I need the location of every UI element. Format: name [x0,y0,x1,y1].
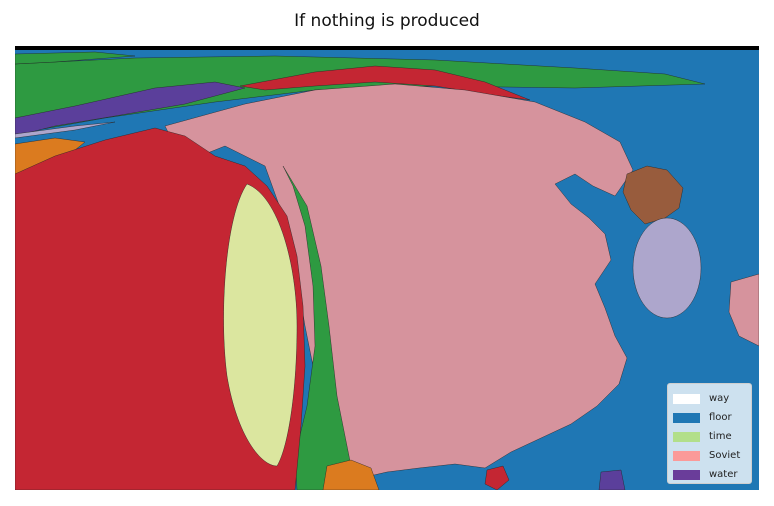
legend-label: Soviet [709,450,741,461]
region-lavender-strip [15,121,116,139]
map-area[interactable] [15,46,759,490]
legend-label: floor [709,412,732,423]
legend-swatch [673,412,700,423]
map-legend: way floor time Soviet water [667,383,752,484]
region-lavender-oval [632,217,702,319]
map-title: If nothing is produced [294,11,480,31]
legend-label: water [709,469,738,480]
region-brown [622,165,684,225]
legend-label: time [709,431,732,442]
legend-label: way [709,393,730,404]
region-green-strip [282,165,354,490]
legend-item: way [673,389,746,408]
region-purple-south [598,469,626,490]
region-pink-east [728,273,759,347]
region-red-north [239,65,531,101]
legend-swatch [673,450,700,461]
region-green-north [15,55,706,135]
legend-swatch [673,393,700,404]
legend-swatch [673,431,700,442]
region-red-island [484,465,510,490]
region-purple [15,81,246,137]
legend-item: Soviet [673,446,746,465]
legend-item: water [673,465,746,484]
region-yellow [223,183,298,467]
legend-swatch [673,469,700,480]
legend-item: floor [673,408,746,427]
map-top-border [15,46,759,50]
region-orange-south [322,459,380,490]
region-green-sliver [15,51,136,65]
cartogram-map[interactable] [15,46,759,490]
legend-item: time [673,427,746,446]
